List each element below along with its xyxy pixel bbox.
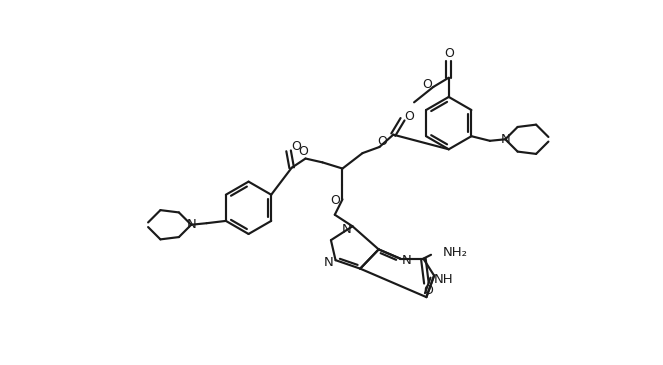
Text: O: O xyxy=(331,193,341,207)
Text: O: O xyxy=(423,284,433,297)
Text: N: N xyxy=(402,254,411,267)
Text: O: O xyxy=(298,145,308,158)
Text: N: N xyxy=(186,218,196,231)
Text: N: N xyxy=(341,223,351,236)
Text: O: O xyxy=(444,47,453,60)
Text: O: O xyxy=(404,110,414,123)
Text: O: O xyxy=(291,141,301,153)
Text: O: O xyxy=(422,78,432,91)
Text: N: N xyxy=(324,256,333,269)
Text: N: N xyxy=(501,133,511,146)
Text: O: O xyxy=(377,135,387,148)
Text: NH: NH xyxy=(434,273,453,286)
Text: NH₂: NH₂ xyxy=(443,246,467,259)
